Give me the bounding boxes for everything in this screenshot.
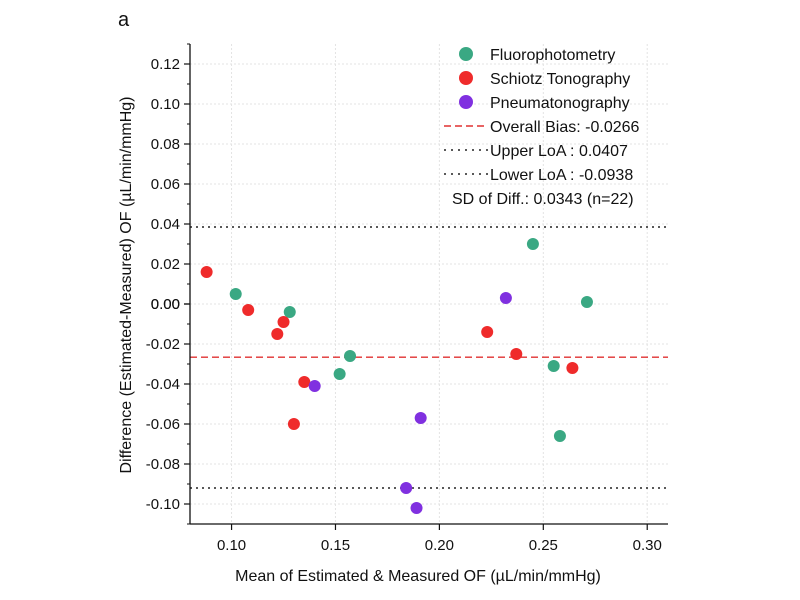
x-ticks: 0.10 0.15 0.20 0.25 0.30 <box>217 524 662 554</box>
legend-marker-pneumatonography <box>459 95 473 109</box>
legend-marker-schiotz-tonography <box>459 71 473 85</box>
point-fluorophotometry <box>547 360 560 372</box>
legend-label: Upper LoA : 0.0407 <box>490 143 628 160</box>
y-tick-label: 0.10 <box>151 96 180 113</box>
legend-label: Schiotz Tonography <box>490 71 630 88</box>
legend-label: Fluorophotometry <box>490 47 615 64</box>
legend-label: Lower LoA : -0.0938 <box>490 167 633 184</box>
point-schiotz-tonography <box>481 326 494 338</box>
legend: Fluorophotometry Schiotz Tonography Pneuma… <box>444 47 640 208</box>
y-ticks: 0.120.100.080.060.040.020.000.00-0.02-0.… <box>146 43 190 525</box>
y-tick-label: 0.00 <box>151 296 180 313</box>
x-axis-title: Mean of Estimated & Measured OF (µL/min/… <box>235 568 601 585</box>
point-pneumatonography <box>414 412 427 424</box>
point-fluorophotometry <box>526 238 539 250</box>
y-tick-label: -0.06 <box>146 416 180 433</box>
point-schiotz-tonography <box>242 304 255 316</box>
x-tick-label: 0.25 <box>529 537 558 554</box>
point-fluorophotometry <box>229 288 242 300</box>
panel-label: a <box>118 9 130 31</box>
y-tick-label: -0.10 <box>146 496 180 513</box>
point-schiotz-tonography <box>287 418 300 430</box>
axes <box>189 44 668 525</box>
x-tick-label: 0.15 <box>321 537 350 554</box>
y-tick-label: 0.12 <box>151 56 180 73</box>
point-pneumatonography <box>410 502 423 514</box>
point-pneumatonography <box>499 292 512 304</box>
point-schiotz-tonography <box>277 316 290 328</box>
legend-marker-fluorophotometry <box>459 47 473 61</box>
data-points <box>200 238 593 514</box>
legend-label: Pneumatonography <box>490 95 630 112</box>
y-tick-label: 0.08 <box>151 136 180 153</box>
point-fluorophotometry <box>580 296 593 308</box>
y-tick-label: -0.08 <box>146 456 180 473</box>
point-fluorophotometry <box>344 350 357 362</box>
x-tick-label: 0.10 <box>217 537 246 554</box>
x-tick-label: 0.20 <box>425 537 454 554</box>
point-schiotz-tonography <box>271 328 284 340</box>
grid <box>190 44 668 524</box>
point-pneumatonography <box>308 380 321 392</box>
y-tick-label: 0.06 <box>151 176 180 193</box>
y-axis-title: Difference (Estimated-Measured) OF (µL/m… <box>118 96 135 473</box>
y-tick-label: 0.04 <box>151 216 180 233</box>
point-fluorophotometry <box>553 430 566 442</box>
point-schiotz-tonography <box>566 362 579 374</box>
x-tick-label: 0.30 <box>633 537 662 554</box>
sd-annotation: SD of Diff.: 0.0343 (n=22) <box>452 191 634 208</box>
point-fluorophotometry <box>283 306 296 318</box>
point-schiotz-tonography <box>200 266 213 278</box>
y-tick-label: -0.02 <box>146 336 180 353</box>
y-tick-label: 0.02 <box>151 256 180 273</box>
point-schiotz-tonography <box>298 376 311 388</box>
reference-lines <box>190 226 668 489</box>
legend-label: Overall Bias: -0.0266 <box>490 119 640 136</box>
point-schiotz-tonography <box>510 348 523 360</box>
point-pneumatonography <box>400 482 413 494</box>
y-tick-label: -0.04 <box>146 376 180 393</box>
y-tick-label: 0.00 <box>151 296 180 313</box>
point-fluorophotometry <box>333 368 346 380</box>
